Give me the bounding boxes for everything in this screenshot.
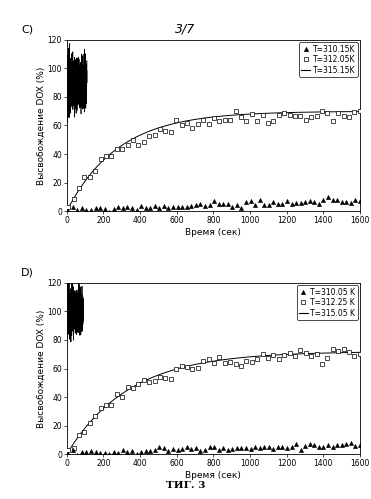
- Text: D): D): [22, 268, 34, 278]
- Text: ΤИГ. 3: ΤИГ. 3: [166, 481, 205, 490]
- Legend: T=310.05 K, T=312.25 K, T=315.05 K: T=310.05 K, T=312.25 K, T=315.05 K: [296, 285, 358, 320]
- Y-axis label: Высвобождение DOX (%): Высвобождение DOX (%): [37, 309, 46, 428]
- X-axis label: Время (сек): Время (сек): [186, 228, 241, 237]
- Text: C): C): [22, 25, 33, 35]
- X-axis label: Время (сек): Время (сек): [186, 471, 241, 480]
- Y-axis label: Высвобождение DOX (%): Высвобождение DOX (%): [37, 66, 46, 185]
- Legend: T=310.15K, T=312.05K, T=315.15K: T=310.15K, T=312.05K, T=315.15K: [299, 42, 358, 77]
- Text: 3/7: 3/7: [175, 22, 196, 35]
